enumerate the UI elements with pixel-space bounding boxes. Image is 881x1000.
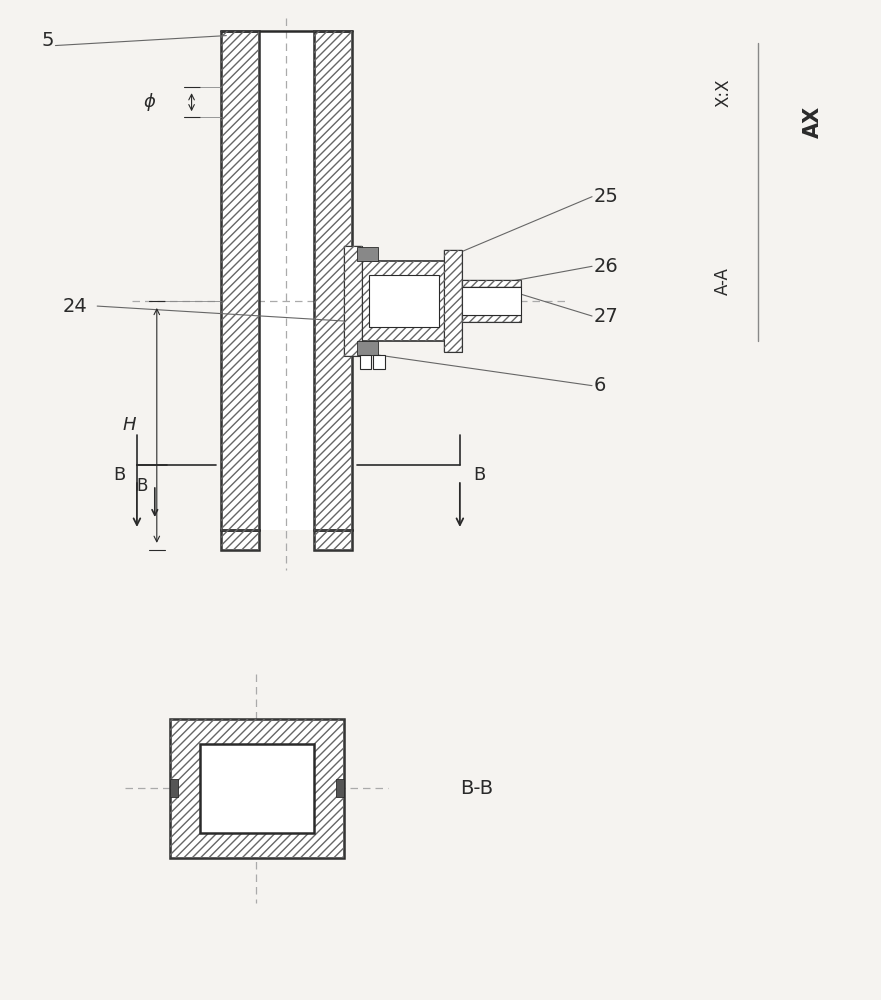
- Bar: [170, 719, 344, 858]
- Bar: [314, 530, 352, 550]
- Bar: [314, 31, 352, 530]
- Bar: [336, 779, 344, 797]
- Bar: [352, 261, 455, 341]
- Bar: [314, 530, 352, 550]
- Text: 27: 27: [594, 307, 618, 326]
- Bar: [357, 247, 379, 261]
- Text: $\phi$: $\phi$: [144, 91, 157, 113]
- Text: AX: AX: [803, 106, 823, 138]
- Bar: [369, 275, 439, 327]
- Text: 5: 5: [41, 31, 54, 50]
- Text: H: H: [122, 416, 136, 434]
- Bar: [221, 530, 259, 550]
- Bar: [221, 31, 259, 530]
- Bar: [352, 261, 455, 341]
- Bar: [462, 280, 522, 287]
- Bar: [344, 246, 361, 356]
- Text: A-A: A-A: [714, 267, 732, 295]
- Text: 26: 26: [594, 257, 618, 276]
- Bar: [444, 250, 462, 352]
- Text: B-B: B-B: [460, 779, 493, 798]
- Bar: [359, 355, 372, 369]
- Text: X:X: X:X: [714, 78, 732, 107]
- Bar: [221, 31, 259, 530]
- Text: B: B: [137, 477, 148, 495]
- Bar: [357, 341, 379, 355]
- Bar: [462, 287, 522, 315]
- Bar: [170, 719, 344, 858]
- Text: B: B: [113, 466, 125, 484]
- Bar: [259, 31, 314, 530]
- Bar: [199, 744, 314, 833]
- Bar: [221, 530, 259, 550]
- Bar: [462, 280, 522, 287]
- Bar: [374, 355, 385, 369]
- Text: B: B: [474, 466, 486, 484]
- Bar: [170, 779, 178, 797]
- Bar: [344, 246, 361, 356]
- Text: 6: 6: [594, 376, 606, 395]
- Bar: [462, 315, 522, 322]
- Bar: [462, 315, 522, 322]
- Bar: [314, 31, 352, 530]
- Text: 25: 25: [594, 187, 618, 206]
- Text: 24: 24: [63, 297, 87, 316]
- Bar: [444, 250, 462, 352]
- Bar: [259, 31, 314, 530]
